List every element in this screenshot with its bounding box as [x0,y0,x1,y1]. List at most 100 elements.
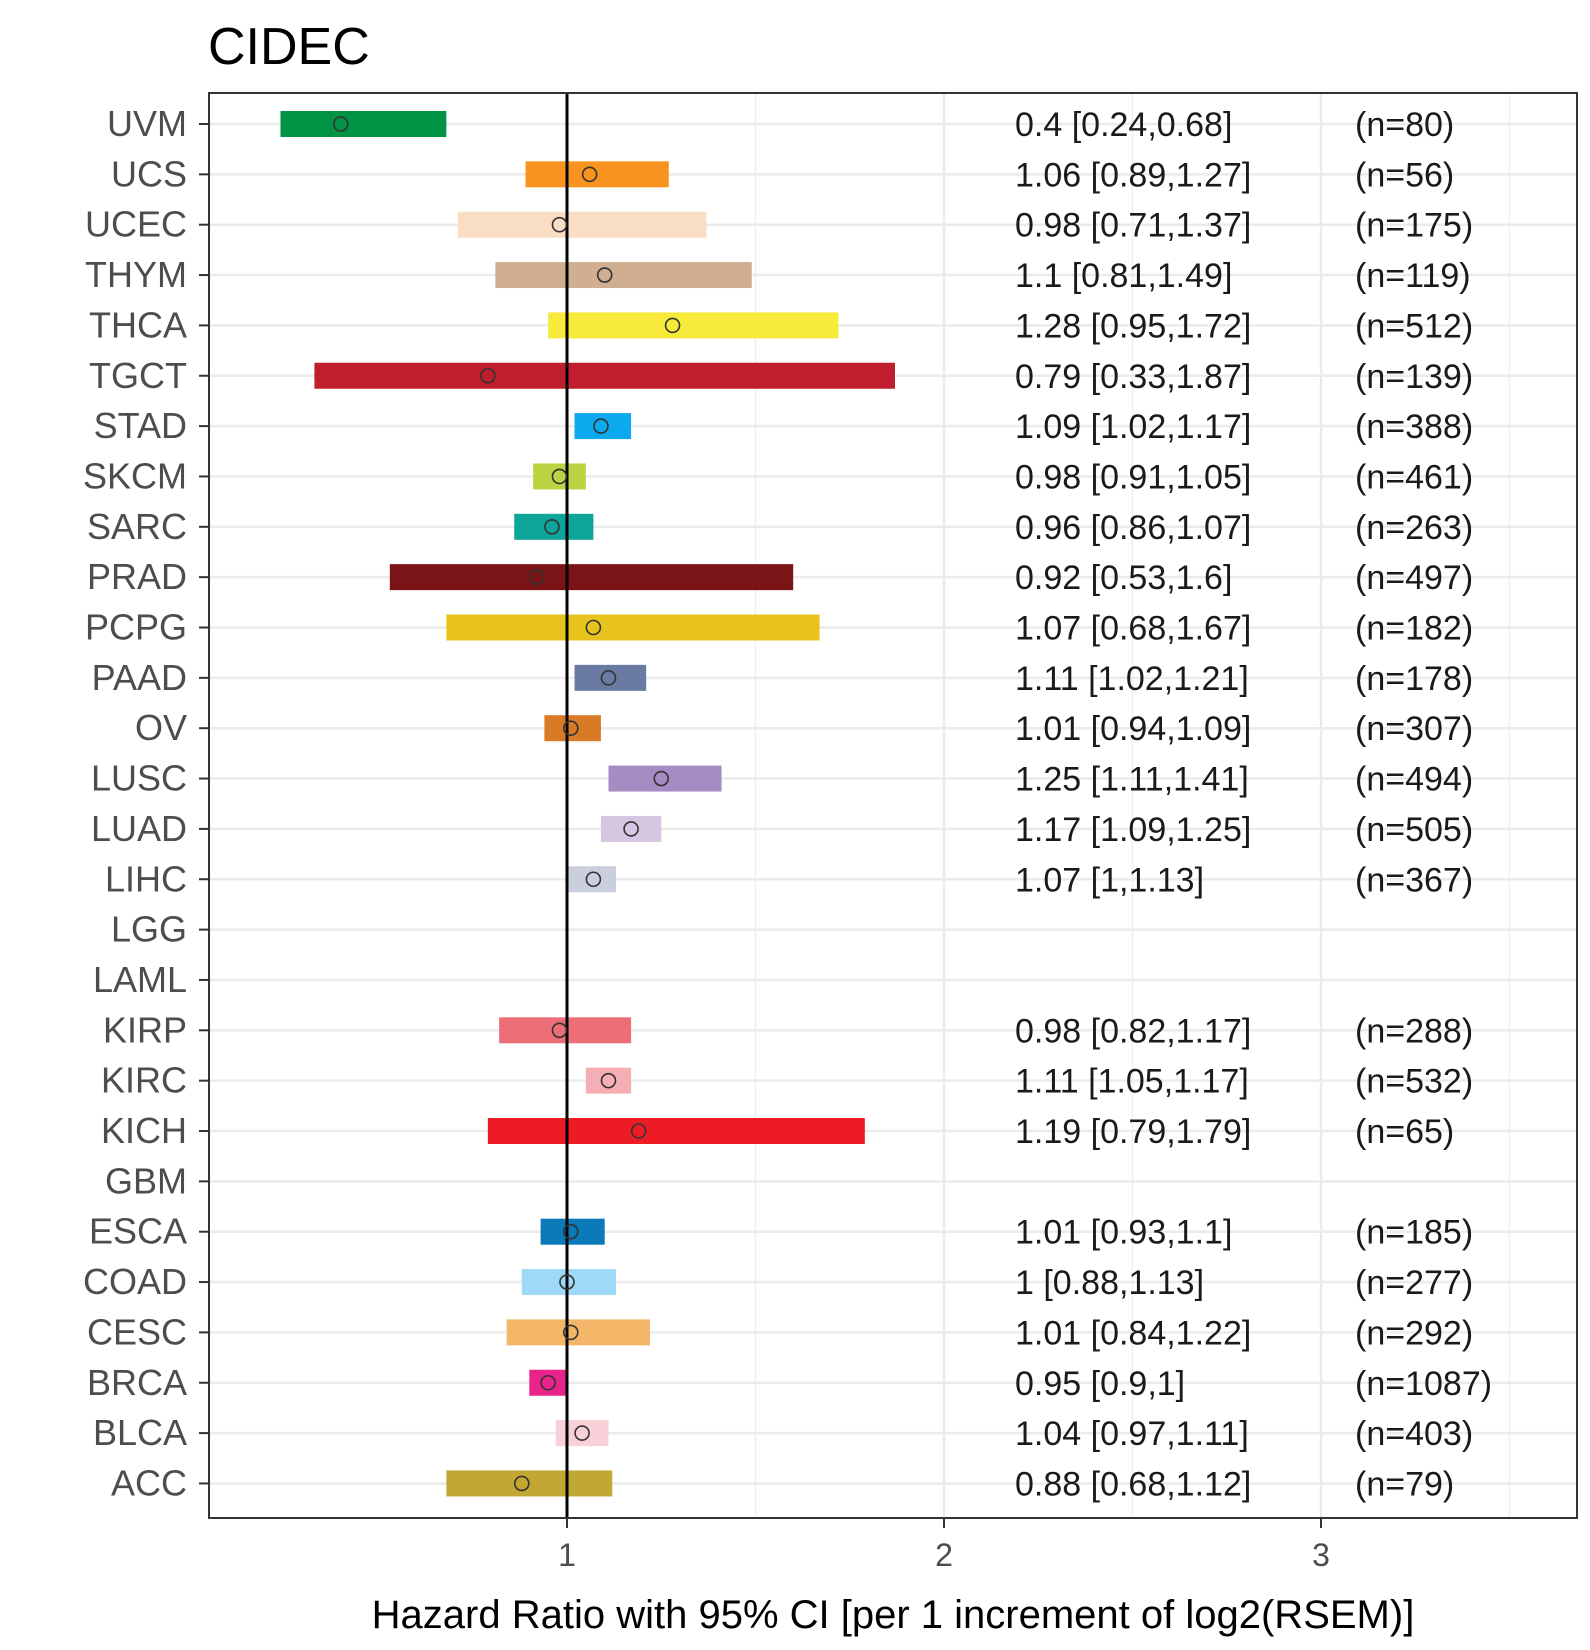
y-tick-label: LUAD [91,808,187,849]
sample-size-text: (n=497) [1355,559,1473,597]
ci-bar-kirc [585,1067,632,1094]
y-tick-label: THCA [89,304,187,345]
hr-ci-text: 0.98 [0.71,1.37] [1015,207,1251,245]
ci-bar-ov [544,715,601,742]
y-tick-label: UCS [111,153,187,194]
sample-size-text: (n=182) [1355,610,1473,648]
x-tick-label: 2 [935,1537,953,1573]
y-tick-label: ACC [111,1462,187,1503]
hr-ci-text: 1.01 [0.84,1.22] [1015,1314,1251,1352]
ci-bar-lihc [567,866,617,893]
sample-size-text: (n=512) [1355,307,1473,345]
hr-point-ucs [581,166,598,183]
sample-size-text: (n=263) [1355,509,1473,547]
hr-ci-text: 1.11 [1.02,1.21] [1015,660,1249,698]
y-tick-label: BRCA [87,1362,187,1403]
ci-bar-lusc [608,765,722,792]
plot-border [208,92,1578,1519]
ci-bar-ucec [457,211,707,238]
sample-size-text: (n=65) [1355,1113,1454,1151]
hr-ci-text: 0.79 [0.33,1.87] [1015,358,1251,396]
hr-ci-text: 0.98 [0.82,1.17] [1015,1012,1251,1050]
hr-ci-text: 1.01 [0.93,1.1] [1015,1214,1232,1252]
y-tick-label: ESCA [89,1211,187,1252]
hr-point-skcm [551,468,568,485]
y-tick-label: OV [135,707,187,748]
sample-size-text: (n=119) [1355,257,1471,295]
ci-bar-skcm [533,463,586,490]
y-tick-label: LUSC [91,758,187,799]
y-tick-label: LIHC [105,858,187,899]
x-tick-label: 3 [1312,1537,1330,1573]
x-tick-label: 1 [558,1537,576,1573]
ci-bar-luad [600,815,662,842]
x-axis-label: Hazard Ratio with 95% CI [per 1 incremen… [372,1593,1415,1637]
hr-point-coad [559,1274,575,1290]
hr-ci-text: 1.09 [1.02,1.17] [1015,408,1251,446]
hr-point-paad [600,670,617,686]
y-tick-label: UCEC [85,204,187,245]
y-tick-label: KICH [101,1110,187,1151]
sample-size-text: (n=461) [1355,458,1473,496]
sample-size-text: (n=185) [1355,1214,1473,1252]
hr-point-blca [574,1425,590,1441]
plot-panel [209,93,1577,1518]
hr-ci-text: 1.19 [0.79,1.79] [1015,1113,1251,1151]
ci-bar-esca [540,1218,605,1245]
hr-point-tgct [480,367,496,384]
row-annotations: 0.4 [0.24,0.68] (n=80) 1.06 [0.89,1.27] (n=… [1015,106,1492,1503]
hr-point-kich [630,1123,647,1139]
sample-size-text: (n=403) [1355,1415,1473,1453]
ci-bar-brca [529,1369,567,1396]
ci-bar-stad [574,413,632,440]
hr-ci-text: 0.88 [0.68,1.12] [1015,1465,1251,1503]
ci-bar-sarc [514,513,594,540]
y-tick-label: BLCA [93,1412,187,1453]
hr-point-sarc [544,518,560,535]
hr-point-stad [593,418,609,434]
chart-title: CIDEC [208,18,370,76]
hr-ci-text: 1.04 [0.97,1.11] [1015,1415,1249,1453]
hr-point-uvm [332,116,349,132]
sample-size-text: (n=388) [1355,408,1473,446]
sample-size-text: (n=178) [1355,660,1473,698]
sample-size-text: (n=80) [1355,106,1454,144]
hr-point-thca [664,317,681,334]
y-tick-label: LGG [111,909,187,950]
hr-point-lihc [585,871,602,888]
hr-point-luad [623,821,639,837]
ci-bar-blca [555,1420,609,1447]
y-tick-label: SARC [87,506,187,547]
hr-ci-text: 1.25 [1.11,1.41] [1015,761,1249,799]
hr-point-acc [513,1475,530,1492]
hr-point-thym [596,267,613,283]
ci-bar-prad [389,564,794,591]
hr-point-kirc [600,1072,617,1089]
hr-ci-text: 1.06 [0.89,1.27] [1015,156,1251,194]
hr-ci-text: 0.95 [0.9,1] [1015,1365,1185,1403]
y-tick-label: TGCT [89,355,187,396]
ci-bar-uvm [280,111,447,137]
sample-size-text: (n=1087) [1355,1365,1492,1403]
y-axis: UVM UCS UCEC THYM THCA TGCT STAD SKCM SARC PRAD PC… [83,103,209,1503]
sample-size-text: (n=288) [1355,1012,1473,1050]
y-tick-label: SKCM [83,455,187,496]
hr-point-pcpg [585,619,602,636]
y-tick-label: KIRC [101,1060,187,1101]
hr-ci-text: 1 [0.88,1.13] [1015,1264,1204,1302]
y-tick-label: LAML [93,959,187,1000]
hr-point-esca [562,1223,579,1240]
y-tick-label: PCPG [85,607,187,648]
ci-bar-thca [548,312,839,339]
hr-point-brca [540,1374,556,1391]
y-tick-label: KIRP [103,1009,187,1050]
ci-bar-coad [521,1269,617,1296]
sample-size-text: (n=367) [1355,861,1473,899]
hr-point-kirp [551,1022,568,1039]
hr-points [332,116,681,1492]
hr-point-cesc [562,1324,579,1341]
y-tick-label: COAD [83,1261,187,1302]
ci-bars [280,111,895,1497]
hr-ci-text: 0.92 [0.53,1.6] [1015,559,1232,597]
